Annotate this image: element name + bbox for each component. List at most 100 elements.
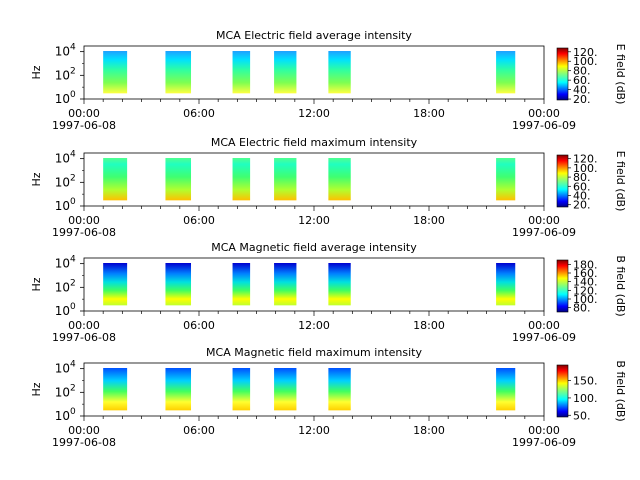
panel-title: MCA Magnetic field average intensity	[211, 241, 417, 254]
spectrogram-block	[328, 158, 351, 201]
plot-frame	[83, 257, 545, 312]
y-tick-label: 10	[55, 152, 70, 166]
colorbar	[556, 154, 569, 208]
x-tick-label: 00:00	[68, 319, 100, 332]
x-tick-date: 1997-06-08	[52, 226, 116, 239]
y-tick-exponent: 0	[70, 302, 76, 312]
spectrogram-block	[496, 51, 516, 94]
x-tick-label: 06:00	[183, 107, 215, 120]
y-tick-label: 10	[55, 45, 70, 59]
y-axis-label: Hz	[30, 172, 43, 186]
x-tick-label: 00:00	[68, 107, 100, 120]
spectrogram-block	[103, 158, 128, 201]
y-tick-exponent: 0	[70, 407, 76, 417]
y-tick-exponent: 2	[70, 278, 76, 288]
y-tick-exponent: 2	[70, 66, 76, 76]
colorbar-label: B field (dB)	[614, 255, 627, 316]
colorbar-tick-label: 150.	[573, 375, 598, 388]
y-tick-label: 10	[55, 362, 70, 376]
y-tick-label: 10	[55, 199, 70, 213]
spectrogram-block	[328, 51, 351, 94]
colorbar-label: E field (dB)	[614, 44, 627, 105]
spectrogram-block	[232, 368, 251, 411]
colorbar	[556, 259, 569, 313]
x-tick-date: 1997-06-09	[512, 226, 576, 239]
y-tick-exponent: 0	[70, 90, 76, 100]
x-tick-label: 12:00	[298, 424, 330, 437]
x-tick-label: 18:00	[413, 107, 445, 120]
colorbar-label: B field (dB)	[614, 360, 627, 421]
panel-title: MCA Electric field average intensity	[216, 29, 412, 42]
x-tick-label: 06:00	[183, 424, 215, 437]
x-tick-date: 1997-06-08	[52, 119, 116, 132]
colorbar-tick-label: 100.	[573, 392, 598, 405]
x-tick-label: 18:00	[413, 319, 445, 332]
spectrogram-block	[496, 158, 516, 201]
spectrogram-block	[274, 263, 297, 306]
y-tick-exponent: 2	[70, 383, 76, 393]
colorbar-label: E field (dB)	[614, 151, 627, 212]
colorbar-tick-label: 120.	[573, 46, 598, 59]
spectrogram-block	[165, 158, 192, 201]
spectrogram-block	[274, 51, 297, 94]
spectrogram-block	[232, 51, 251, 94]
y-tick-label: 10	[55, 175, 70, 189]
spectrogram-block	[103, 51, 128, 94]
spectrogram-block	[328, 263, 351, 306]
colorbar-tick-label: 20.	[573, 199, 591, 212]
colorbar-tick-label: 20.	[573, 93, 591, 106]
y-tick-exponent: 2	[70, 173, 76, 183]
x-tick-label: 12:00	[298, 214, 330, 227]
x-tick-date: 1997-06-09	[512, 436, 576, 449]
spectrogram-block	[103, 263, 128, 306]
colorbar-tick-label: 40.	[573, 84, 591, 97]
y-tick-exponent: 0	[70, 197, 76, 207]
x-tick-label: 00:00	[68, 424, 100, 437]
x-tick-label: 12:00	[298, 319, 330, 332]
colorbar-tick-label: 80.	[573, 65, 591, 78]
colorbar-tick-label: 120.	[573, 284, 598, 297]
x-tick-label: 12:00	[298, 107, 330, 120]
x-tick-date: 1997-06-08	[52, 436, 116, 449]
spectrogram-block	[496, 368, 516, 411]
y-axis-label: Hz	[30, 382, 43, 396]
colorbar	[556, 364, 569, 418]
y-tick-label: 10	[55, 92, 70, 106]
spectrogram-block	[232, 158, 251, 201]
y-tick-label: 10	[55, 409, 70, 423]
colorbar-tick-label: 100.	[573, 55, 598, 68]
colorbar-tick-label: 60.	[573, 180, 591, 193]
y-tick-label: 10	[55, 385, 70, 399]
spectrogram-block	[232, 263, 251, 306]
colorbar-tick-label: 80.	[573, 171, 591, 184]
spectrogram-block	[165, 368, 192, 411]
colorbar-tick-label: 80.	[573, 302, 591, 315]
colorbar	[556, 47, 569, 101]
y-tick-label: 10	[55, 257, 70, 271]
x-tick-label: 18:00	[413, 424, 445, 437]
plot-frame	[83, 152, 545, 207]
colorbar-tick-label: 40.	[573, 189, 591, 202]
x-tick-date: 1997-06-09	[512, 331, 576, 344]
x-tick-label: 00:00	[528, 214, 560, 227]
y-axis-label: Hz	[30, 277, 43, 291]
colorbar-tick-label: 50.	[573, 409, 591, 422]
plot-frame	[83, 362, 545, 417]
colorbar-tick-label: 160.	[573, 267, 598, 280]
x-tick-label: 00:00	[68, 214, 100, 227]
x-tick-date: 1997-06-09	[512, 119, 576, 132]
panel-title: MCA Electric field maximum intensity	[211, 136, 418, 149]
x-tick-label: 00:00	[528, 107, 560, 120]
plot-frame	[83, 45, 545, 100]
spectrogram-block	[274, 368, 297, 411]
y-tick-label: 10	[55, 68, 70, 82]
x-tick-label: 00:00	[528, 424, 560, 437]
y-axis-label: Hz	[30, 65, 43, 79]
y-tick-exponent: 4	[70, 43, 76, 53]
y-tick-label: 10	[55, 280, 70, 294]
spectrogram-block	[165, 51, 192, 94]
